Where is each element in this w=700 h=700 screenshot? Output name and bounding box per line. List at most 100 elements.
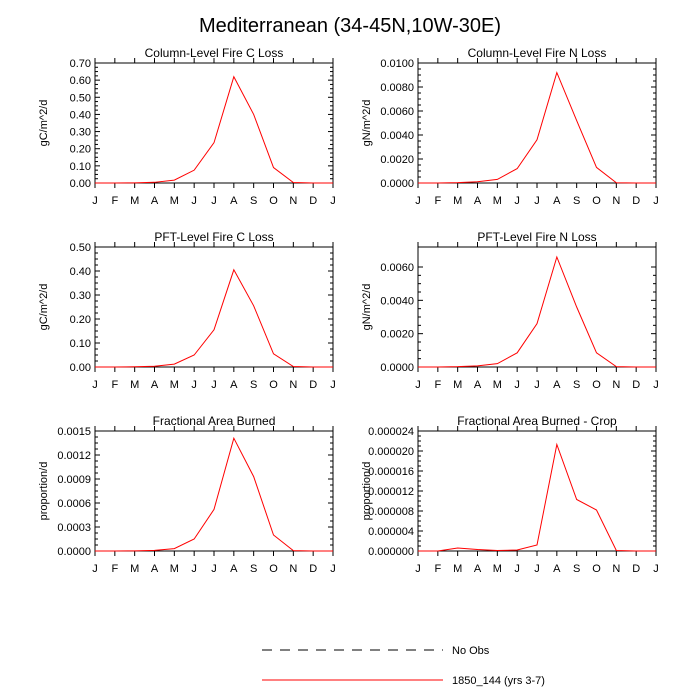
y-tick-label: 0.000024 bbox=[368, 426, 414, 438]
x-tick-label: J bbox=[514, 379, 520, 391]
y-tick-label: 0.0060 bbox=[380, 262, 414, 274]
x-tick-label: J bbox=[514, 563, 520, 575]
y-tick-label: 0.00 bbox=[70, 178, 91, 190]
y-tick-label: 0.10 bbox=[70, 161, 91, 173]
x-tick-label: J bbox=[211, 195, 217, 207]
x-tick-label: A bbox=[553, 195, 561, 207]
y-tick-label: 0.30 bbox=[70, 127, 91, 139]
x-tick-label: D bbox=[309, 379, 317, 391]
legend: No Obs 1850_144 (yrs 3-7) bbox=[262, 645, 545, 687]
y-tick-label: 0.0000 bbox=[380, 178, 414, 190]
x-tick-label: M bbox=[453, 195, 462, 207]
x-tick-label: S bbox=[573, 195, 580, 207]
y-tick-label: 0.0080 bbox=[380, 82, 414, 94]
y-tick-label: 0.0012 bbox=[57, 450, 91, 462]
x-tick-label: J bbox=[211, 379, 217, 391]
y-axis-label: proportion/d bbox=[38, 462, 50, 521]
y-tick-label: 0.0003 bbox=[57, 522, 91, 534]
x-tick-label: M bbox=[493, 379, 502, 391]
x-tick-label: J bbox=[514, 195, 520, 207]
y-tick-label: 0.50 bbox=[70, 242, 91, 254]
y-axis-label: gN/m^2/d bbox=[361, 100, 373, 147]
x-tick-label: F bbox=[434, 195, 441, 207]
plot-frame bbox=[94, 246, 334, 368]
x-tick-label: M bbox=[453, 563, 462, 575]
y-tick-label: 0.50 bbox=[70, 92, 91, 104]
y-tick-label: 0.000004 bbox=[368, 526, 414, 538]
x-tick-label: M bbox=[130, 563, 139, 575]
x-tick-label: J bbox=[415, 379, 421, 391]
x-tick-label: A bbox=[553, 379, 561, 391]
x-tick-label: S bbox=[573, 563, 580, 575]
y-axis-label: gC/m^2/d bbox=[38, 284, 50, 331]
x-tick-label: A bbox=[474, 563, 482, 575]
panel-title: Fractional Area Burned bbox=[153, 414, 276, 428]
y-tick-label: 0.000012 bbox=[368, 486, 414, 498]
x-tick-label: J bbox=[92, 379, 98, 391]
series-line bbox=[95, 268, 333, 368]
x-tick-label: D bbox=[309, 563, 317, 575]
x-tick-label: J bbox=[534, 563, 540, 575]
x-tick-label: J bbox=[534, 195, 540, 207]
legend-label-series: 1850_144 (yrs 3-7) bbox=[452, 675, 545, 687]
panel-2: Column-Level Fire N Loss gN/m^2/d 0.0000 0.… bbox=[361, 46, 659, 207]
x-tick-label: M bbox=[170, 563, 179, 575]
panels: Column-Level Fire C Loss gC/m^2/d 0.00 0.10… bbox=[38, 46, 659, 575]
x-tick-label: N bbox=[289, 195, 297, 207]
x-tick-label: A bbox=[151, 563, 159, 575]
x-tick-label: O bbox=[269, 195, 278, 207]
x-tick-label: F bbox=[434, 563, 441, 575]
x-tick-label: S bbox=[573, 379, 580, 391]
y-tick-label: 0.0000 bbox=[380, 362, 414, 374]
x-tick-label: S bbox=[250, 195, 257, 207]
x-tick-label: N bbox=[289, 563, 297, 575]
x-tick-label: M bbox=[130, 379, 139, 391]
x-tick-label: N bbox=[289, 379, 297, 391]
y-tick-label: 0.0100 bbox=[380, 58, 414, 70]
x-tick-label: J bbox=[92, 195, 98, 207]
x-tick-label: S bbox=[250, 379, 257, 391]
x-tick-label: O bbox=[269, 379, 278, 391]
panel-6: Fractional Area Burned - Crop proportion/… bbox=[361, 414, 659, 575]
x-tick-label: A bbox=[230, 563, 238, 575]
x-tick-label: J bbox=[330, 195, 336, 207]
x-tick-label: M bbox=[453, 379, 462, 391]
plot-frame bbox=[94, 430, 334, 552]
y-tick-label: 0.000000 bbox=[368, 546, 414, 558]
x-tick-label: A bbox=[151, 195, 159, 207]
plot-frame bbox=[417, 246, 657, 368]
y-tick-label: 0.20 bbox=[70, 314, 91, 326]
y-tick-label: 0.20 bbox=[70, 144, 91, 156]
x-tick-label: J bbox=[653, 195, 659, 207]
x-tick-label: M bbox=[170, 195, 179, 207]
series-line bbox=[418, 442, 656, 552]
panel-title: PFT-Level Fire N Loss bbox=[477, 230, 596, 244]
x-tick-label: N bbox=[612, 563, 620, 575]
x-tick-label: A bbox=[474, 195, 482, 207]
panel-4: PFT-Level Fire N Loss gN/m^2/d 0.0000 0.002… bbox=[361, 230, 659, 391]
y-tick-label: 0.70 bbox=[70, 58, 91, 70]
y-tick-label: 0.000008 bbox=[368, 506, 414, 518]
x-tick-label: A bbox=[553, 563, 561, 575]
y-tick-label: 0.000020 bbox=[368, 446, 414, 458]
x-tick-label: S bbox=[250, 563, 257, 575]
x-tick-label: M bbox=[493, 563, 502, 575]
x-tick-label: J bbox=[330, 563, 336, 575]
plot-frame bbox=[94, 62, 334, 184]
x-tick-label: J bbox=[191, 379, 197, 391]
panel-title: PFT-Level Fire C Loss bbox=[154, 230, 273, 244]
panel-title: Column-Level Fire C Loss bbox=[145, 46, 284, 60]
plot-frame bbox=[417, 430, 657, 552]
y-axis-label: proportion/d bbox=[361, 462, 373, 521]
panel-1: Column-Level Fire C Loss gC/m^2/d 0.00 0.10… bbox=[38, 46, 336, 207]
y-tick-label: 0.60 bbox=[70, 75, 91, 87]
x-tick-label: J bbox=[211, 563, 217, 575]
y-tick-label: 0.00 bbox=[70, 362, 91, 374]
x-tick-label: F bbox=[111, 563, 118, 575]
y-tick-label: 0.0020 bbox=[380, 154, 414, 166]
series-line bbox=[95, 75, 333, 184]
series-line bbox=[418, 71, 656, 184]
x-tick-label: F bbox=[111, 195, 118, 207]
x-tick-label: J bbox=[653, 563, 659, 575]
